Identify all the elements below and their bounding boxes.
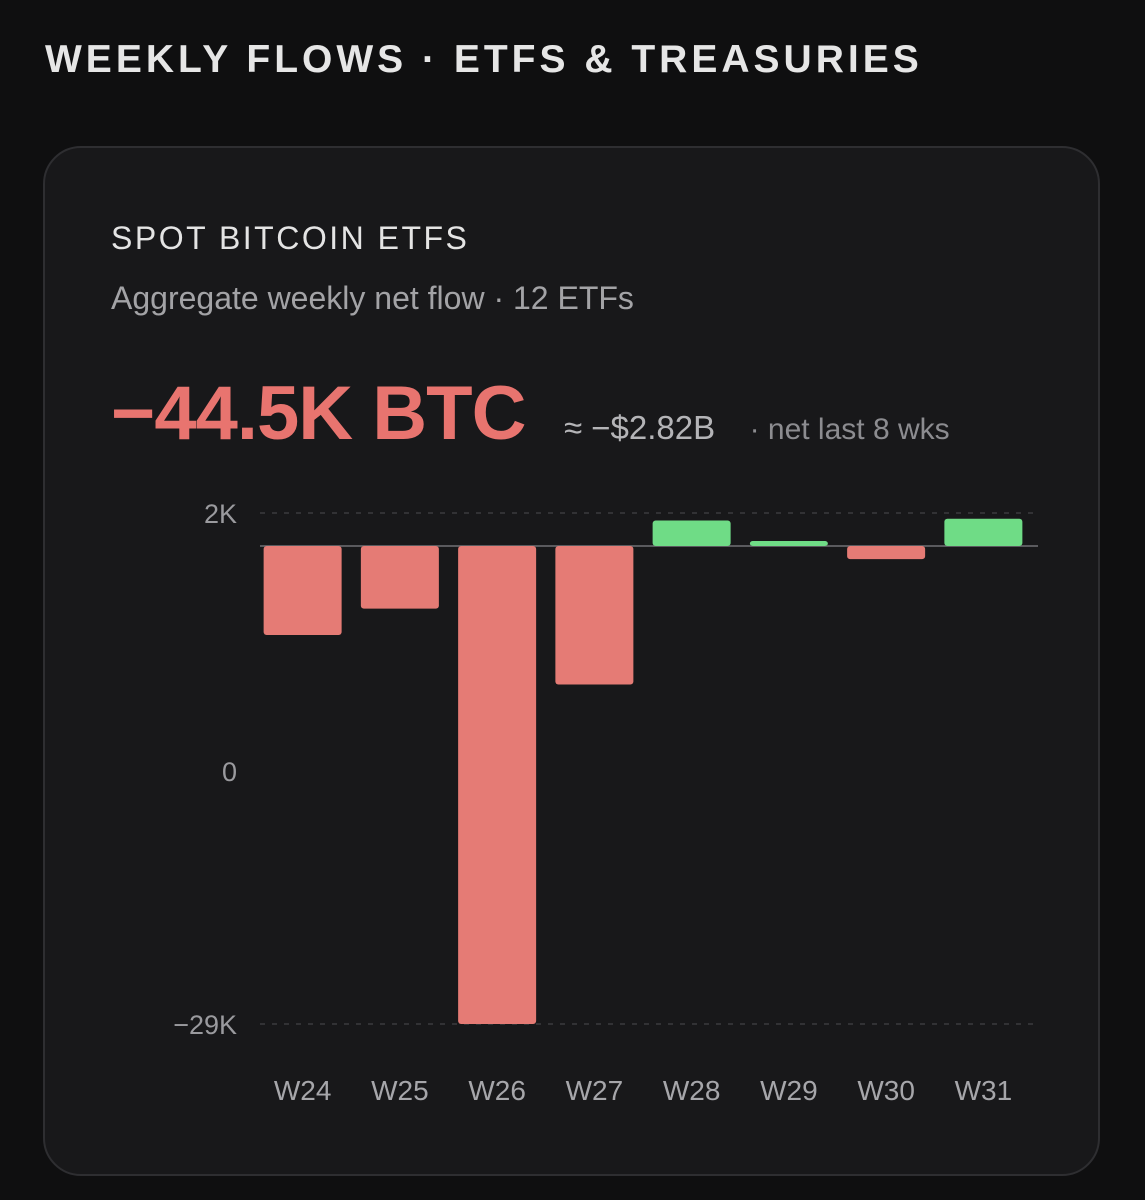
bar-w26 — [458, 546, 537, 1024]
bar-w29 — [749, 541, 828, 546]
bar-w31 — [944, 518, 1023, 546]
y-tick-label-middle: 0 — [222, 757, 237, 787]
bar-w30 — [847, 546, 926, 560]
net-flow-btc: −44.5K BTC — [111, 371, 526, 456]
bar-w25 — [360, 546, 439, 609]
etf-flow-card: SPOT BITCOIN ETFS Aggregate weekly net f… — [43, 146, 1100, 1176]
bars — [263, 518, 1023, 1024]
x-label-w30: W30 — [857, 1075, 915, 1106]
section-title: WEEKLY FLOWS · ETFS & TREASURIES — [45, 38, 923, 81]
net-flow-usd: ≈ −$2.82B — [563, 409, 716, 446]
card-subtitle: Aggregate weekly net flow · 12 ETFs — [111, 280, 634, 316]
card-title: SPOT BITCOIN ETFS — [111, 220, 470, 256]
period-note: · net last 8 wks — [749, 413, 950, 446]
bar-w28 — [652, 520, 731, 546]
y-tick-label-bottom: −29K — [173, 1010, 237, 1040]
y-tick-label-top: 2K — [204, 499, 237, 529]
x-label-w25: W25 — [371, 1075, 429, 1106]
bar-w27 — [555, 546, 634, 685]
x-label-w24: W24 — [274, 1075, 332, 1106]
x-category-labels: W24 W25 W26 W27 W28 W29 W30 W31 — [274, 1075, 1012, 1106]
y-tick-labels: 2K 0 −29K — [173, 499, 237, 1040]
x-label-w31: W31 — [955, 1075, 1013, 1106]
x-label-w27: W27 — [566, 1075, 624, 1106]
x-label-w26: W26 — [468, 1075, 526, 1106]
headline: −44.5K BTC ≈ −$2.82B · net last 8 wks — [111, 370, 950, 457]
weekly-flow-bar-chart: 2K 0 −29K W24 W25 W26 W27 W28 W29 W30 W31 — [173, 499, 1038, 1106]
x-label-w28: W28 — [663, 1075, 721, 1106]
bar-w24 — [263, 546, 342, 636]
x-label-w29: W29 — [760, 1075, 818, 1106]
